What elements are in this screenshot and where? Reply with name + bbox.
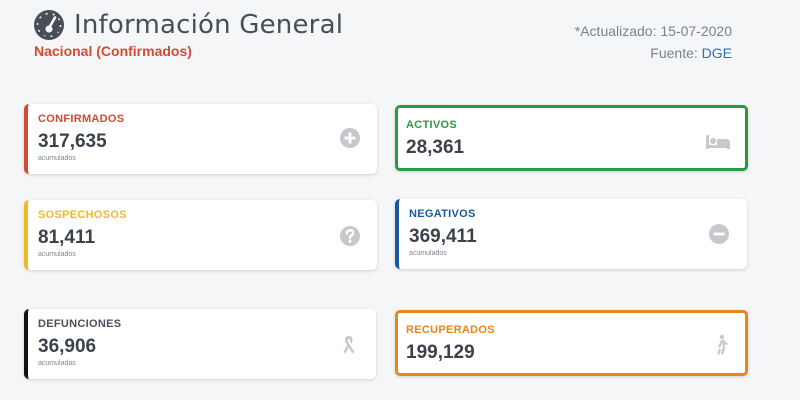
card-note: acumulados xyxy=(38,155,76,162)
page-title: Información General xyxy=(74,10,344,40)
source-line: Fuente: DGE xyxy=(575,42,732,64)
card-label: CONFIRMADOS xyxy=(38,113,125,125)
tachometer-icon xyxy=(34,10,64,40)
card-recuperados: RECUPERADOS 199,129 xyxy=(395,310,748,376)
card-value: 81,411 xyxy=(38,227,96,248)
card-activos: ACTIVOS 28,361 xyxy=(395,105,748,171)
header: Información General xyxy=(32,8,343,42)
bed-icon xyxy=(706,135,730,149)
plus-circle-icon xyxy=(340,128,360,148)
card-defunciones: DEFUNCIONES 36,906 acumuladas xyxy=(24,309,376,379)
source-label: Fuente: xyxy=(650,45,698,61)
card-label: RECUPERADOS xyxy=(406,324,495,336)
ribbon-icon xyxy=(343,336,355,354)
card-note: acumuladas xyxy=(38,360,76,367)
card-note: acumulados xyxy=(409,250,447,257)
card-label: DEFUNCIONES xyxy=(38,318,122,330)
card-value: 28,361 xyxy=(406,137,465,158)
minus-circle-icon xyxy=(709,224,729,244)
card-negativos: NEGATIVOS 369,411 acumulados xyxy=(395,199,747,269)
page-subtitle: Nacional (Confirmados) xyxy=(34,43,192,59)
card-label: SOSPECHOSOS xyxy=(38,209,127,221)
card-confirmados: CONFIRMADOS 317,635 acumulados xyxy=(24,104,377,174)
question-circle-icon xyxy=(340,226,360,246)
card-value: 36,906 xyxy=(38,336,97,357)
card-value: 199,129 xyxy=(406,342,475,363)
card-label: NEGATIVOS xyxy=(409,208,476,220)
update-info: *Actualizado: 15-07-2020 Fuente: DGE xyxy=(575,20,732,64)
card-sospechosos: SOSPECHOSOS 81,411 acumulados xyxy=(24,200,377,270)
updated-date: *Actualizado: 15-07-2020 xyxy=(574,23,732,39)
card-label: ACTIVOS xyxy=(406,119,457,131)
card-note: acumulados xyxy=(38,251,76,258)
card-value: 369,411 xyxy=(409,226,477,247)
source-link[interactable]: DGE xyxy=(701,45,732,61)
walking-person-icon xyxy=(717,334,729,355)
card-value: 317,635 xyxy=(38,131,107,152)
